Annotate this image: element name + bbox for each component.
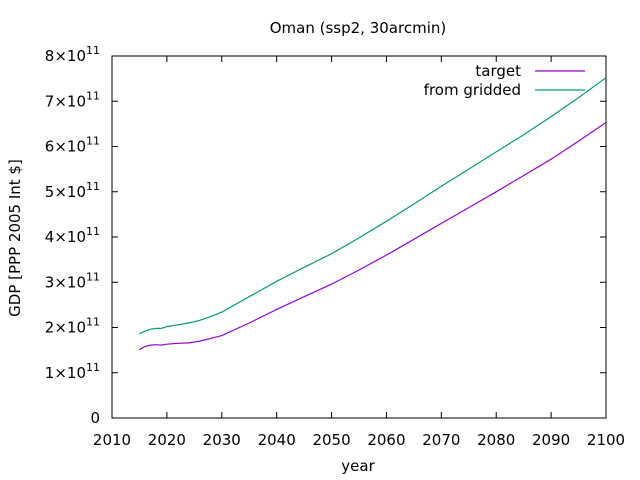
- y-tick-label: 3×1011: [45, 270, 100, 291]
- y-tick-mantissa: 6: [45, 138, 55, 156]
- y-tick-label: 0: [90, 409, 100, 427]
- y-tick-label: 7×1011: [45, 89, 100, 110]
- y-axis-label: GDP [PPP 2005 Int $]: [6, 159, 24, 317]
- y-tick-mantissa: 7: [45, 92, 55, 110]
- y-tick-base: ×10: [54, 273, 86, 291]
- y-tick-base: ×10: [54, 47, 86, 65]
- y-tick-label: 4×1011: [45, 225, 100, 246]
- y-tick-exponent: 11: [86, 316, 100, 329]
- y-tick-label: 6×1011: [45, 135, 100, 156]
- y-tick-mantissa: 2: [45, 319, 55, 337]
- axes-layer: 2010 2020 2030 2040 2050 2060 2070 2080 2090 2100…: [45, 44, 625, 449]
- series-line-0: [139, 122, 607, 351]
- plot-frame: [111, 55, 607, 419]
- x-tick-label: 2090: [532, 431, 570, 449]
- y-tick-exponent: 11: [86, 44, 100, 57]
- y-tick-base: ×10: [54, 228, 86, 246]
- x-tick-label: 2060: [367, 431, 405, 449]
- x-tick-label: 2020: [148, 431, 186, 449]
- y-tick-base: ×10: [54, 92, 86, 110]
- x-tick-label: 2010: [93, 431, 131, 449]
- y-tick-label: 8×1011: [45, 44, 100, 65]
- y-tick-exponent: 11: [86, 135, 100, 148]
- y-tick-base: ×10: [54, 364, 86, 382]
- x-tick-label: 2030: [203, 431, 241, 449]
- y-tick-base: ×10: [54, 138, 86, 156]
- y-tick-mantissa: 5: [45, 183, 55, 201]
- x-tick-label: 2070: [422, 431, 460, 449]
- legend-label-1: from gridded: [424, 81, 521, 99]
- x-axis-label: year: [341, 457, 375, 475]
- x-tick-label: 2050: [312, 431, 350, 449]
- x-tick-label: 2080: [477, 431, 515, 449]
- y-tick-base: ×10: [54, 183, 86, 201]
- y-tick-mantissa: 3: [45, 273, 55, 291]
- y-tick-base: ×10: [54, 319, 86, 337]
- y-tick-mantissa: 8: [45, 47, 55, 65]
- y-tick-label: 1×1011: [45, 361, 100, 382]
- x-tick-label: 2100: [587, 431, 625, 449]
- y-tick-exponent: 11: [86, 361, 100, 374]
- y-tick-exponent: 11: [86, 180, 100, 193]
- y-tick-mantissa: 1: [45, 364, 55, 382]
- series-line-1: [139, 77, 607, 335]
- y-tick-label: 5×1011: [45, 180, 100, 201]
- y-tick-exponent: 11: [86, 270, 100, 283]
- series-layer: [139, 77, 607, 351]
- legend-label-0: target: [475, 62, 521, 80]
- y-tick-exponent: 11: [86, 89, 100, 102]
- y-tick-mantissa: 4: [45, 228, 55, 246]
- x-tick-label: 2040: [258, 431, 296, 449]
- y-tick-exponent: 11: [86, 225, 100, 238]
- y-tick-label: 2×1011: [45, 316, 100, 337]
- chart-title: Oman (ssp2, 30arcmin): [270, 19, 446, 37]
